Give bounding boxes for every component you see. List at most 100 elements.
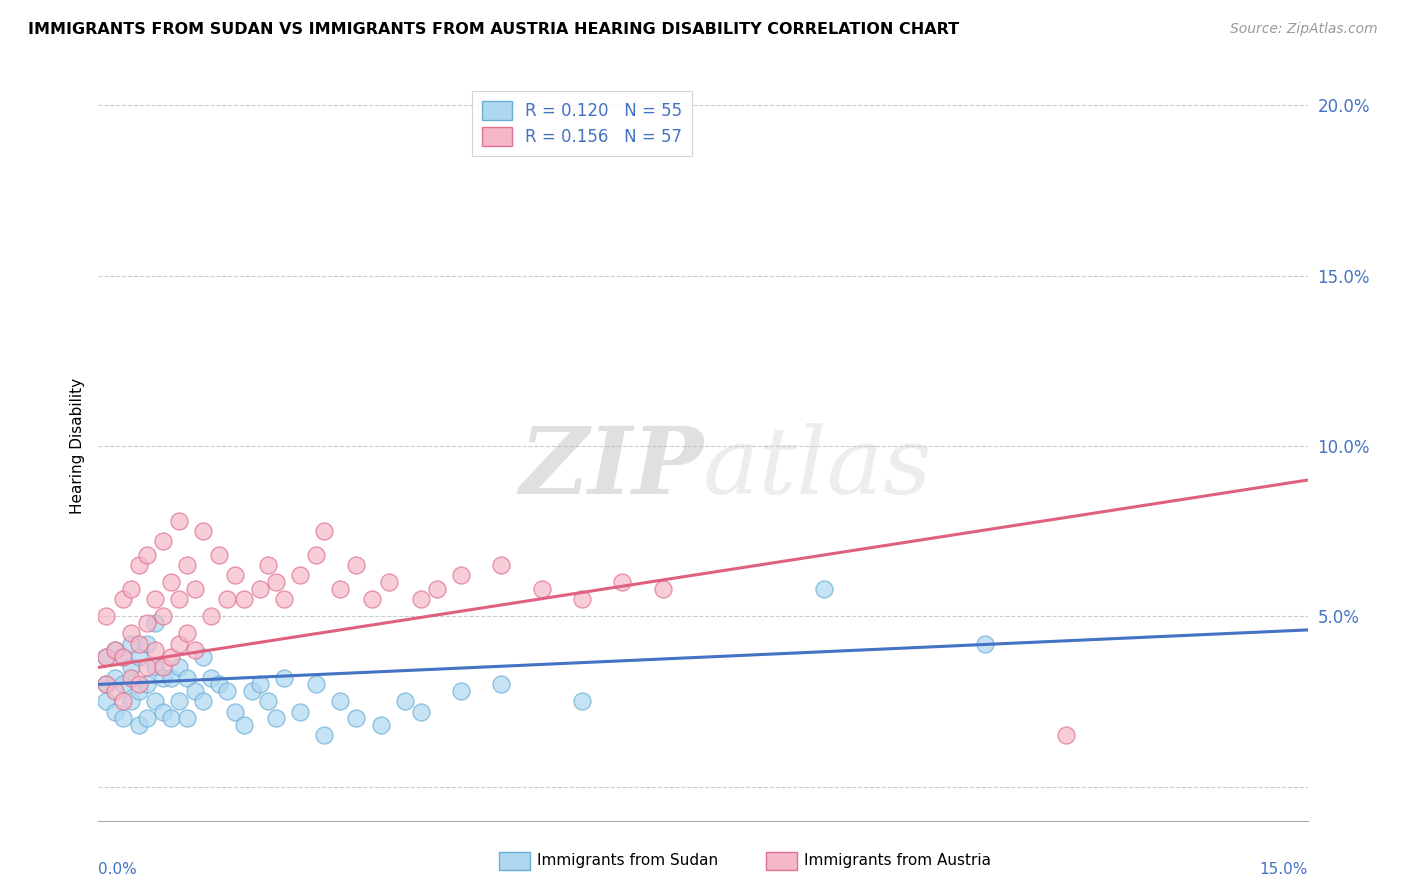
Text: Source: ZipAtlas.com: Source: ZipAtlas.com [1230, 22, 1378, 37]
Point [135, 548, 157, 562]
Point [256, 558, 278, 573]
Point [167, 694, 190, 708]
Point [813, 582, 835, 596]
Point [103, 643, 125, 657]
Point [176, 558, 198, 573]
Point [128, 684, 150, 698]
Text: atlas: atlas [703, 424, 932, 514]
Point [426, 582, 449, 596]
Point [96, 677, 118, 691]
Point [103, 643, 125, 657]
Point [256, 694, 278, 708]
Point [167, 636, 190, 650]
Point [530, 582, 553, 596]
Point [160, 650, 183, 665]
Point [184, 643, 207, 657]
Point [288, 568, 311, 582]
Point [217, 684, 239, 698]
Point [329, 582, 352, 596]
Point [160, 575, 183, 590]
Point [143, 592, 166, 607]
Point [305, 677, 328, 691]
Point [135, 660, 157, 674]
Point [135, 616, 157, 631]
Point [491, 558, 513, 573]
Point [409, 705, 432, 719]
Point [111, 677, 134, 691]
Point [135, 677, 157, 691]
Legend: R = 0.120   N = 55, R = 0.156   N = 57: R = 0.120 N = 55, R = 0.156 N = 57 [472, 91, 692, 156]
Point [224, 568, 246, 582]
Point [96, 677, 118, 691]
Point [193, 524, 215, 538]
Point [128, 558, 150, 573]
Point [176, 711, 198, 725]
Point [200, 609, 222, 624]
Point [974, 636, 997, 650]
Point [152, 534, 174, 549]
Point [208, 677, 231, 691]
Point [651, 582, 673, 596]
Point [143, 616, 166, 631]
Point [135, 711, 157, 725]
Point [167, 592, 190, 607]
Point [96, 609, 118, 624]
Text: Immigrants from Austria: Immigrants from Austria [804, 854, 991, 868]
Point [143, 660, 166, 674]
Point [128, 650, 150, 665]
Point [103, 705, 125, 719]
Point [160, 671, 183, 685]
Point [167, 514, 190, 528]
Point [193, 694, 215, 708]
Point [612, 575, 634, 590]
Point [249, 582, 271, 596]
Text: IMMIGRANTS FROM SUDAN VS IMMIGRANTS FROM AUSTRIA HEARING DISABILITY CORRELATION : IMMIGRANTS FROM SUDAN VS IMMIGRANTS FROM… [28, 22, 959, 37]
Point [208, 548, 231, 562]
Point [128, 718, 150, 732]
Point [1054, 729, 1077, 743]
Point [120, 636, 142, 650]
Point [135, 636, 157, 650]
Point [264, 711, 287, 725]
Point [103, 671, 125, 685]
Point [491, 677, 513, 691]
Point [200, 671, 222, 685]
Point [217, 592, 239, 607]
Point [152, 671, 174, 685]
Point [143, 694, 166, 708]
Point [361, 592, 384, 607]
Point [152, 609, 174, 624]
Point [111, 711, 134, 725]
Text: 15.0%: 15.0% [1260, 862, 1308, 877]
Point [224, 705, 246, 719]
Point [111, 650, 134, 665]
Point [344, 711, 367, 725]
Point [273, 671, 295, 685]
Point [111, 650, 134, 665]
Point [249, 677, 271, 691]
Point [571, 694, 593, 708]
Point [264, 575, 287, 590]
Point [305, 548, 328, 562]
Point [120, 660, 142, 674]
Point [120, 671, 142, 685]
Point [128, 677, 150, 691]
Point [152, 705, 174, 719]
Point [111, 592, 134, 607]
Point [394, 694, 416, 708]
Text: Immigrants from Sudan: Immigrants from Sudan [537, 854, 718, 868]
Point [450, 568, 472, 582]
Point [240, 684, 263, 698]
Point [120, 694, 142, 708]
Point [288, 705, 311, 719]
Point [167, 660, 190, 674]
Point [450, 684, 472, 698]
Point [143, 643, 166, 657]
Point [370, 718, 392, 732]
Point [232, 592, 254, 607]
Text: ZIP: ZIP [519, 424, 703, 514]
Point [96, 694, 118, 708]
Point [128, 636, 150, 650]
Point [152, 660, 174, 674]
Y-axis label: Hearing Disability: Hearing Disability [69, 378, 84, 514]
